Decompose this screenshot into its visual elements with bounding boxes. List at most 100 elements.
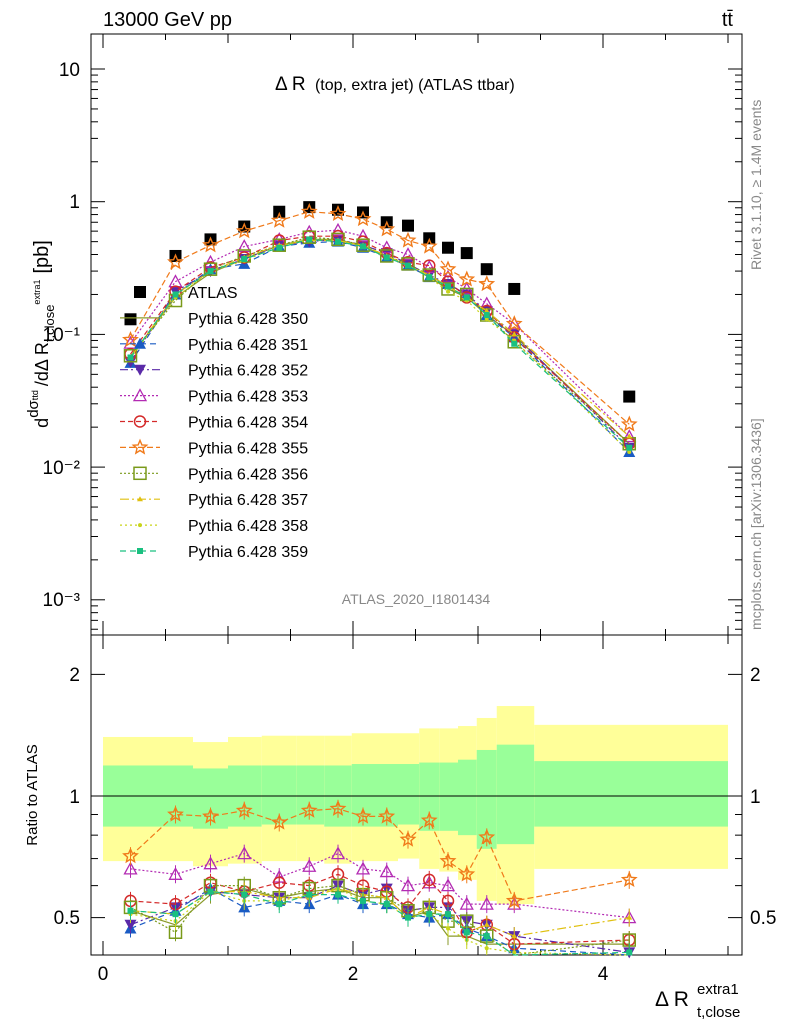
ratio-ytick-2-left: 2	[69, 665, 80, 686]
x-axis-label: Δ R	[655, 988, 689, 1011]
ytick-label-1e-2: 10⁻²	[43, 458, 81, 479]
band-inner-bin	[419, 762, 440, 831]
ratio-point-pythia-6-428-353	[459, 896, 474, 910]
data-point-pythia-6-428-359	[483, 312, 490, 319]
legend-label-pythia-6-428-356: Pythia 6.428 356	[188, 466, 308, 483]
legend-marker-pythia-6-428-355	[131, 438, 149, 455]
ratio-point-pythia-6-428-358	[512, 950, 517, 955]
ratio-line-pythia-6-428-355	[130, 808, 630, 902]
legend-marker-atlas	[134, 286, 146, 298]
ratio-bands	[103, 706, 728, 905]
ratio-point-pythia-6-428-359	[626, 949, 633, 956]
data-point-pythia-6-428-359	[306, 236, 313, 243]
legend-label-pythia-6-428-357: Pythia 6.428 357	[188, 492, 308, 509]
series-pythia-6-428-353	[123, 222, 637, 443]
data-point-atlas	[460, 247, 473, 260]
data-point-pythia-6-428-359	[241, 255, 248, 262]
ratio-point-pythia-6-428-357	[511, 933, 518, 939]
legend-entry-pythia-6-428-359: Pythia 6.428 359	[120, 544, 308, 561]
legend-label-pythia-6-428-350: Pythia 6.428 350	[188, 311, 308, 328]
ratio-point-pythia-6-428-359	[426, 911, 433, 918]
legend-label-pythia-6-428-358: Pythia 6.428 358	[188, 518, 308, 535]
data-point-pythia-6-428-355	[378, 220, 396, 237]
data-point-pythia-6-428-353	[507, 316, 522, 330]
data-point-pythia-6-428-359	[511, 340, 518, 347]
band-inner-bin	[398, 764, 420, 825]
mcplots-label: mcplots.cern.ch [arXiv:1306.3436]	[748, 418, 764, 630]
data-point-pythia-6-428-356	[272, 238, 286, 252]
xtick-label-2: 2	[348, 964, 359, 985]
data-point-pythia-6-428-356	[302, 230, 316, 244]
data-point-pythia-6-428-355	[439, 260, 457, 277]
ratio-point-pythia-6-428-355	[300, 801, 318, 818]
ratio-point-pythia-6-428-355	[458, 865, 476, 882]
data-point-pythia-6-428-359	[207, 268, 214, 275]
ratio-point-pythia-6-428-359	[445, 911, 451, 918]
ratio-point-pythia-6-428-359	[241, 891, 248, 898]
data-point-pythia-6-428-353	[330, 222, 346, 236]
series-line-pythia-6-428-359	[130, 238, 630, 449]
data-point-pythia-6-428-355	[505, 315, 523, 332]
data-point-pythia-6-428-359	[360, 243, 366, 250]
band-inner-bin	[476, 749, 497, 849]
legend-marker-pythia-6-428-352	[134, 364, 146, 376]
ratio-point-pythia-6-428-353	[302, 858, 317, 872]
ratio-point-pythia-6-428-353	[237, 846, 252, 860]
ratio-point-pythia-6-428-355	[620, 871, 638, 887]
data-point-pythia-6-428-356	[441, 282, 455, 296]
band-inner-bin	[351, 764, 376, 827]
ratio-point-pythia-6-428-353	[440, 878, 456, 892]
ratio-point-pythia-6-428-359	[172, 911, 179, 918]
ratio-point-pythia-6-428-353	[168, 866, 183, 880]
ratio-point-pythia-6-428-353	[400, 878, 416, 892]
legend-label-atlas: ATLAS	[188, 285, 238, 302]
ratio-line-pythia-6-428-354	[130, 873, 630, 945]
ratio-point-pythia-6-428-354	[423, 873, 436, 887]
data-point-atlas	[273, 205, 286, 218]
data-point-pythia-6-428-357	[626, 433, 633, 439]
legend-marker-pythia-6-428-358	[138, 523, 142, 528]
data-point-pythia-6-428-356	[123, 349, 138, 363]
process-label: tt̄	[722, 9, 734, 31]
series-line-pythia-6-428-357	[130, 239, 630, 437]
ratio-point-pythia-6-428-355	[235, 801, 253, 818]
data-point-pythia-6-428-355	[270, 211, 288, 228]
legend-entry-pythia-6-428-352: Pythia 6.428 352	[120, 363, 308, 380]
legend-entry-pythia-6-428-353: Pythia 6.428 353	[120, 388, 308, 406]
data-point-pythia-6-428-355	[399, 231, 417, 248]
plot-title-main: Δ R	[275, 74, 306, 95]
xtick-label-0: 0	[98, 964, 109, 985]
data-point-pythia-6-428-355	[620, 415, 638, 432]
data-point-pythia-6-428-359	[276, 244, 283, 251]
ratio-series-pythia-6-428-354	[124, 865, 636, 954]
data-point-atlas	[508, 282, 521, 295]
data-point-pythia-6-428-355	[329, 205, 347, 221]
ratio-point-pythia-6-428-355	[378, 807, 396, 824]
ratio-point-pythia-6-428-353	[479, 896, 494, 910]
data-point-pythia-6-428-356	[380, 249, 394, 263]
data-point-pythia-6-428-359	[335, 238, 341, 245]
ratio-point-pythia-6-428-355	[354, 807, 372, 824]
ratio-point-pythia-6-428-359	[463, 929, 470, 936]
ratio-point-pythia-6-428-359	[405, 914, 411, 921]
ratio-point-pythia-6-428-359	[306, 891, 313, 898]
top-ylabel-unit: [pb]	[31, 240, 53, 273]
data-point-pythia-6-428-359	[463, 294, 470, 301]
ratio-point-pythia-6-428-355	[202, 807, 219, 824]
data-point-pythia-6-428-356	[422, 268, 436, 282]
ratio-point-pythia-6-428-354	[273, 876, 286, 889]
ratio-point-pythia-6-428-359	[127, 907, 134, 914]
data-point-pythia-6-428-359	[626, 444, 633, 451]
rivet-version-label: Rivet 3.1.10, ≥ 1.4M events	[748, 100, 764, 270]
band-inner-bin	[534, 761, 728, 827]
data-point-pythia-6-428-357	[511, 331, 518, 337]
ratio-line-pythia-6-428-357	[130, 887, 630, 937]
ratio-ytick-1-right: 1	[750, 787, 761, 808]
ratio-point-pythia-6-428-355	[122, 847, 139, 864]
xlabel-sub: t,close	[697, 1004, 740, 1021]
xlabel-main: Δ R	[655, 988, 689, 1011]
ratio-point-pythia-6-428-358	[484, 946, 489, 951]
legend-label-pythia-6-428-355: Pythia 6.428 355	[188, 440, 308, 457]
legend-label-pythia-6-428-354: Pythia 6.428 354	[188, 415, 308, 432]
data-point-pythia-6-428-355	[202, 236, 219, 253]
